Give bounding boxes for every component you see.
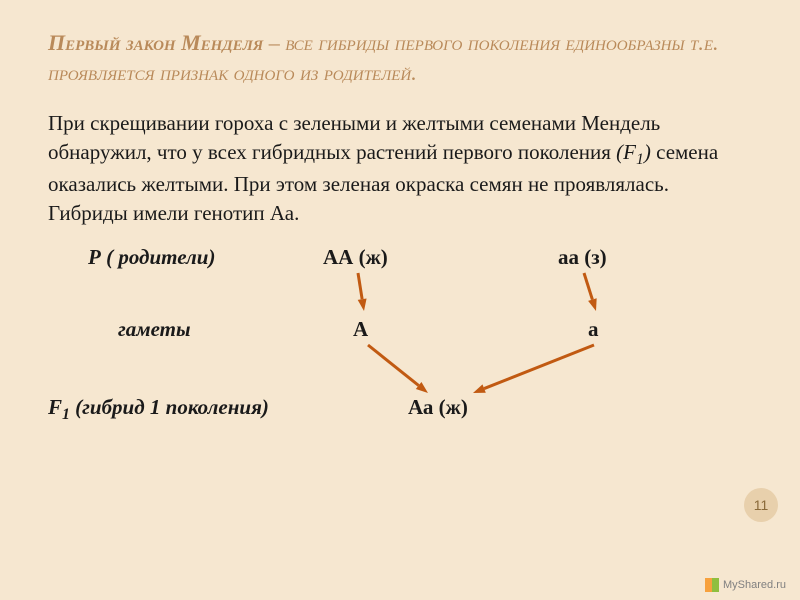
body-f1: (F1) — [616, 140, 651, 164]
footer: MyShared.ru — [705, 578, 786, 592]
footer-text: MyShared.ru — [723, 579, 786, 591]
slide-title: Первый закон Менделя – все гибриды перво… — [48, 28, 752, 87]
logo-icon — [705, 578, 719, 592]
slide: Первый закон Менделя – все гибриды перво… — [0, 0, 800, 600]
body-paragraph: При скрещивании гороха с зелеными и желт… — [48, 109, 752, 226]
page-number: 11 — [744, 488, 778, 522]
title-head: Первый закон Менделя — [48, 30, 263, 55]
cross-diagram: Р ( родители) АА (ж) аа (з) гаметы А а F… — [48, 245, 752, 455]
arrows — [48, 245, 748, 455]
body-pre: При скрещивании гороха с зелеными и желт… — [48, 111, 660, 163]
